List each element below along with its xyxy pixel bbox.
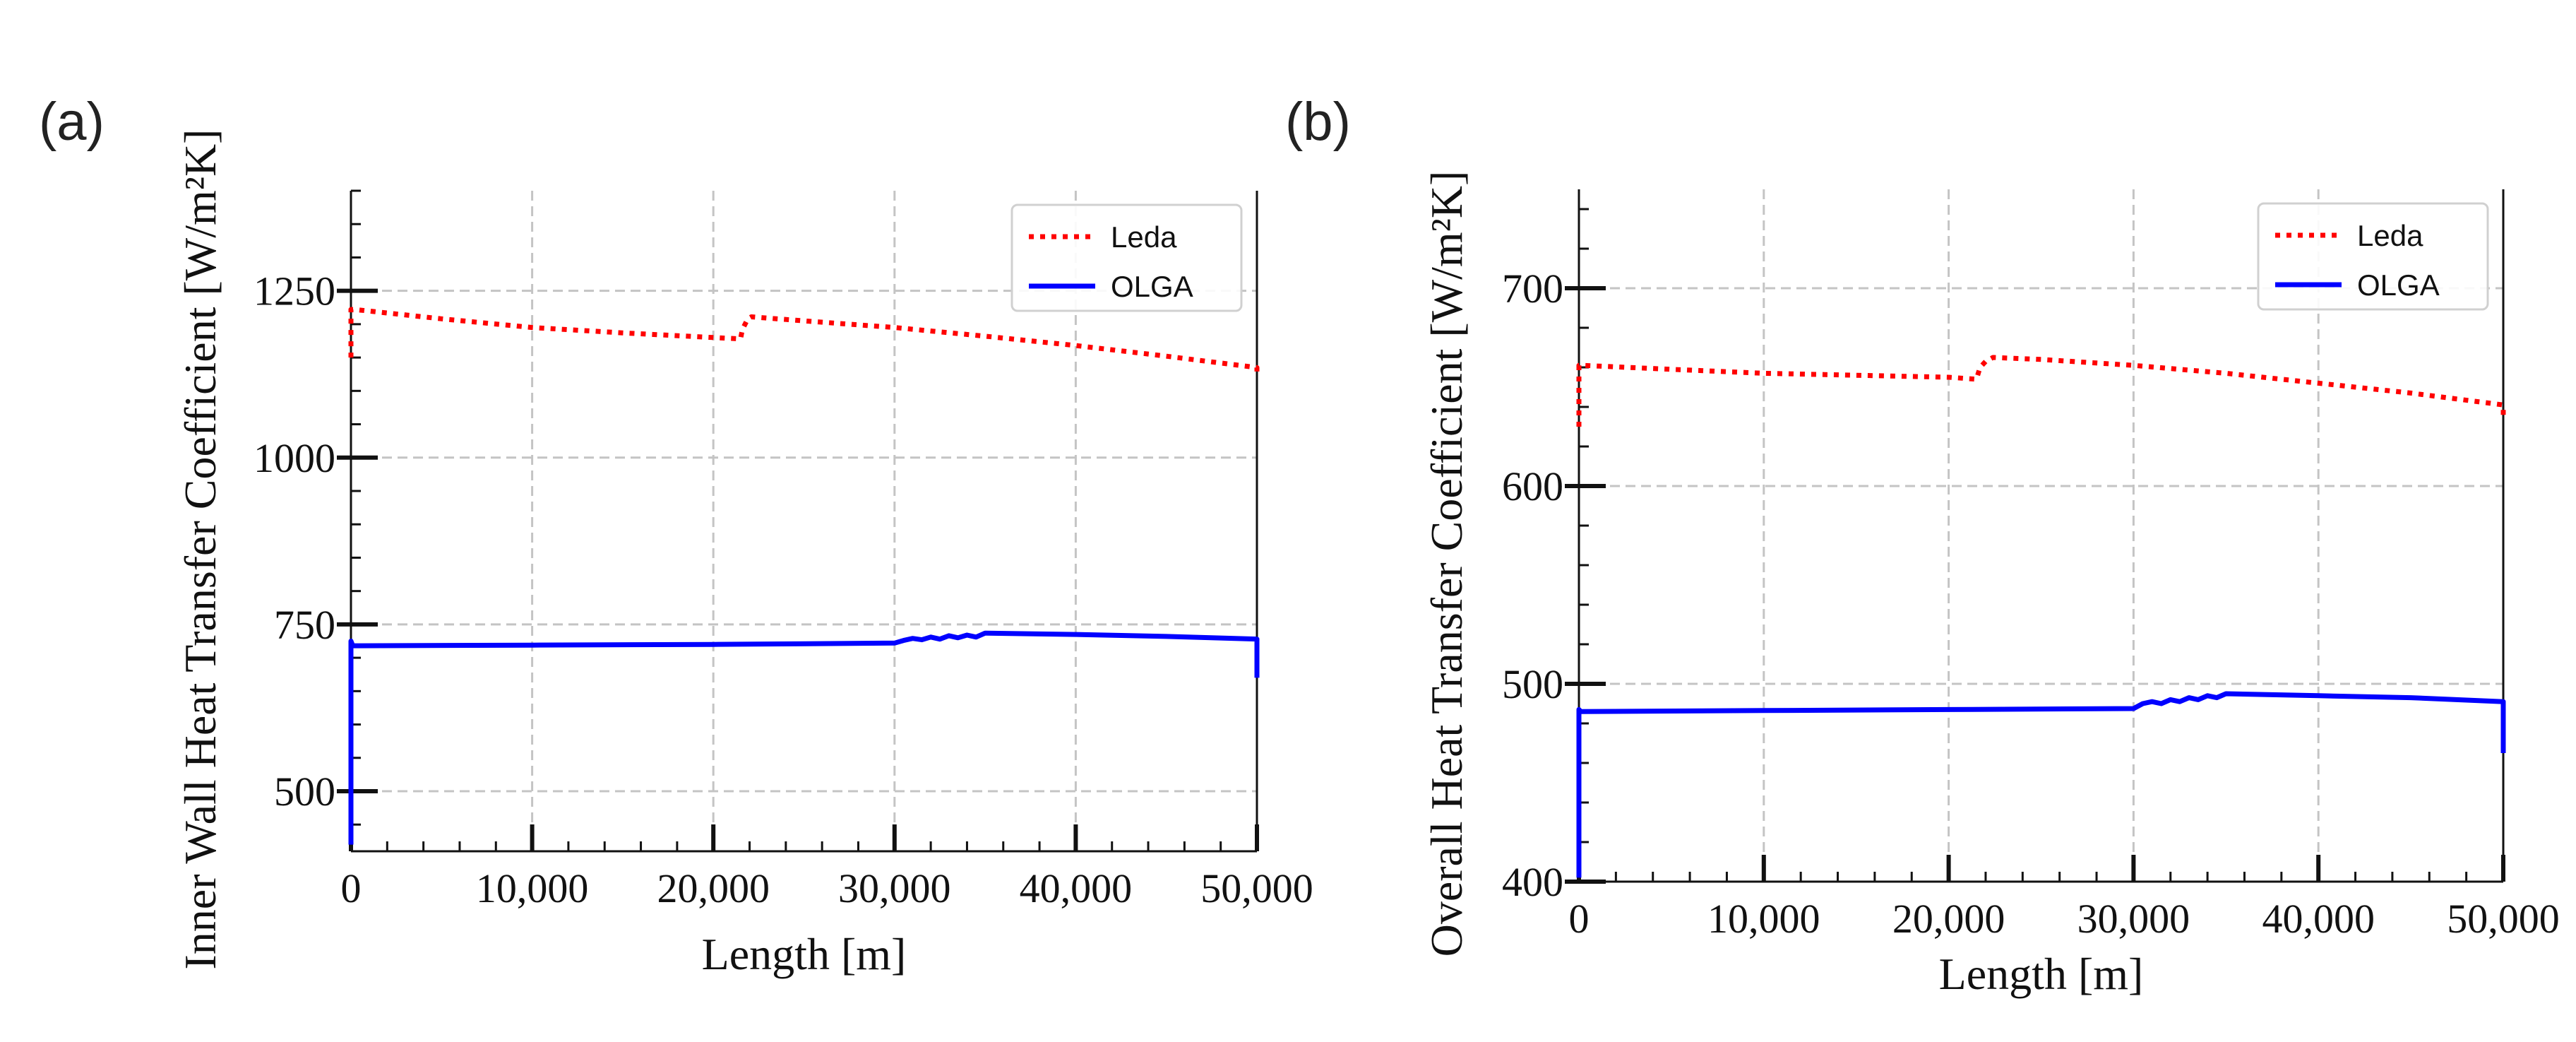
plot-area-a: 0 10,000 20,000 30,000 40,000 50,000 500 750 100… [175,129,1313,980]
plot-area-b: 0 10,000 20,000 30,000 40,000 50,000 400 500 600… [1421,171,2560,999]
p0-legend: Leda OLGA [1010,203,1243,312]
panel-b-label: (b) [1285,92,1351,152]
p1-x-tick-label: 50,000 [2447,896,2560,942]
p0-y-tick-label: 750 [274,602,335,648]
p0-x-tick-label: 20,000 [657,865,770,911]
p0-x-tick-label: 30,000 [838,865,951,911]
p0-x-tick-label: 50,000 [1200,865,1313,911]
p1-y-tick-label: 400 [1502,859,1563,905]
p1-x-axis-title: Length [m] [1939,949,2144,999]
p1-x-tick-label: 10,000 [1707,896,1820,942]
panel-b: (b) 0 10,000 20,000 30,000 40,000 50,000 400 50… [1285,92,2560,999]
p1-y-axis-title: Overall Heat Transfer Coefficient [W/m²K… [1421,171,1472,957]
p0-y-axis-title: Inner Wall Heat Transfer Coefficient [W/… [175,129,225,970]
p1-y-tick-label: 700 [1502,266,1563,312]
panel-a-label: (a) [39,92,105,152]
p1-y-tick-label: 500 [1502,661,1563,707]
p1-x-tick-label: 40,000 [2262,896,2375,942]
p1-legend: Leda OLGA [2257,202,2489,311]
p0-series-leda-line [348,307,1260,374]
p0-x-tick-label: 40,000 [1020,865,1133,911]
p0-y-tick-label: 1250 [254,268,335,314]
p0-legend-label-leda: Leda [1111,220,1177,254]
p0-legend-label-olga: OLGA [1111,270,1193,303]
p0-series-olga-line [348,630,1260,845]
p0-x-tick-label: 0 [341,865,362,911]
p1-legend-label-olga: OLGA [2357,268,2440,302]
p1-series-olga-line [1576,691,2506,878]
p1-series-leda-line [1576,355,2506,427]
p0-x-tick-label: 10,000 [476,865,589,911]
p0-x-axis-title: Length [m] [702,929,907,979]
p1-x-tick-label: 0 [1569,896,1590,942]
p1-x-tick-label: 30,000 [2077,896,2190,942]
p1-y-tick-label: 600 [1502,463,1563,509]
panel-a: (a) 0 10,000 20,000 30,000 40,000 50,000 500 75… [39,92,1313,979]
p0-y-tick-label: 1000 [254,435,335,481]
p1-legend-label-leda: Leda [2357,219,2423,252]
p0-y-tick-label: 500 [274,769,335,815]
p1-x-tick-label: 20,000 [1892,896,2005,942]
